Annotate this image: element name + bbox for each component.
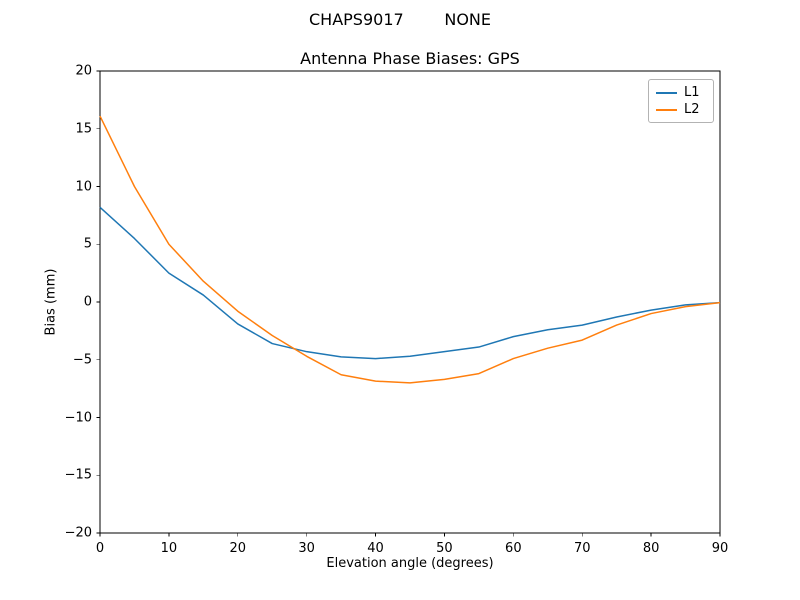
x-tick-label: 70 bbox=[573, 541, 591, 556]
legend-item-L2: L2 bbox=[656, 103, 706, 116]
x-tick-label: 60 bbox=[505, 541, 522, 556]
x-tick-label: 10 bbox=[160, 541, 178, 556]
x-axis-label: Elevation angle (degrees) bbox=[326, 556, 494, 571]
y-tick-label: −5 bbox=[72, 352, 92, 368]
y-tick-label: −15 bbox=[64, 467, 92, 483]
axes-title: Antenna Phase Biases: GPS bbox=[300, 49, 520, 68]
y-tick-label: 10 bbox=[75, 179, 92, 194]
x-tick-label: 20 bbox=[229, 541, 247, 556]
y-tick-label: 5 bbox=[83, 236, 92, 252]
y-tick-label: −10 bbox=[64, 410, 92, 425]
legend-swatch-L2 bbox=[656, 108, 677, 111]
legend-swatch-L1 bbox=[656, 91, 677, 94]
legend-item-L1: L1 bbox=[656, 86, 706, 99]
suptitle: CHAPS9017 NONE bbox=[309, 10, 491, 29]
x-tick-label: 30 bbox=[298, 541, 315, 556]
y-tick-label: 20 bbox=[75, 63, 92, 79]
x-tick-label: 50 bbox=[436, 541, 453, 556]
axes-frame bbox=[99, 70, 721, 534]
y-tick-label: 15 bbox=[75, 121, 92, 137]
x-tick-label: 0 bbox=[95, 541, 105, 556]
legend-label-L1: L1 bbox=[684, 85, 700, 100]
y-tick-label: −20 bbox=[64, 525, 92, 541]
x-tick-label: 80 bbox=[642, 541, 660, 556]
legend: L1 L2 bbox=[648, 79, 714, 123]
x-tick-label: 40 bbox=[367, 541, 384, 556]
legend-label-L2: L2 bbox=[684, 102, 700, 117]
y-tick-label: 0 bbox=[83, 294, 92, 310]
series-line-L1 bbox=[99, 206, 721, 360]
series-line-L2 bbox=[99, 115, 721, 384]
x-tick-label: 90 bbox=[711, 541, 729, 556]
